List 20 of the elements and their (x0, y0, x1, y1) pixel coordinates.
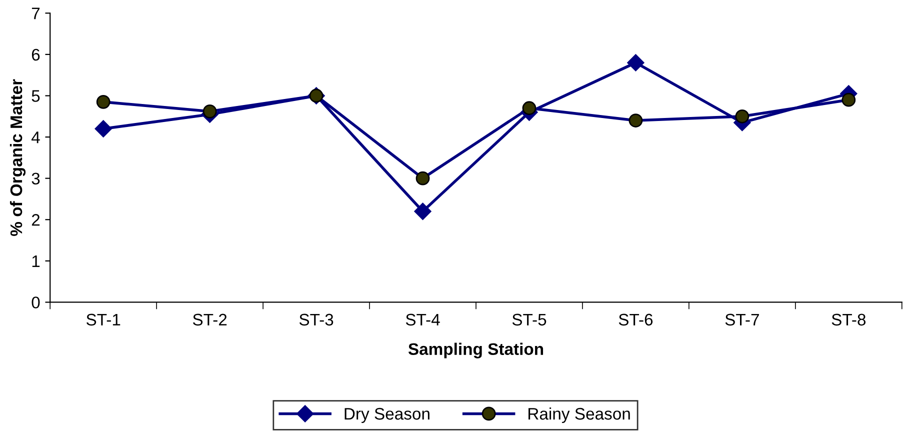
x-tick-label: ST-1 (86, 314, 120, 326)
x-axis-title: Sampling Station (408, 342, 544, 358)
x-tick-label: ST-6 (618, 314, 653, 326)
legend-label: Dry Season (344, 408, 430, 423)
y-tick-label: 4 (31, 132, 40, 144)
legend-label: Rainy Season (528, 407, 630, 423)
x-tick-label: ST-4 (406, 314, 440, 326)
x-tick-label: ST-7 (725, 314, 759, 326)
y-axis-title: % of Organic Matter (10, 79, 26, 236)
y-tick-label: 0 (32, 296, 40, 308)
y-tick-label: 5 (32, 90, 40, 102)
y-tick-label: 6 (32, 48, 40, 61)
x-tick-label: ST-8 (832, 314, 866, 326)
y-tick-label: 1 (32, 255, 40, 267)
y-tick-label: 3 (32, 172, 40, 185)
y-tick-label: 2 (32, 214, 40, 226)
x-tick-label: ST-2 (192, 314, 227, 326)
y-tick-label: 7 (32, 8, 40, 20)
x-tick-label: ST-3 (299, 314, 334, 326)
x-tick-label: ST-5 (512, 314, 546, 326)
